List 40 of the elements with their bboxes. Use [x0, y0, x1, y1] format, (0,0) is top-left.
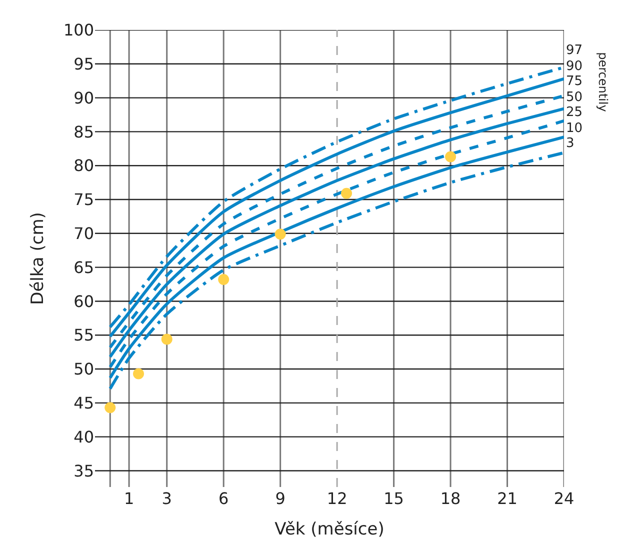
series-label: 75	[566, 74, 583, 89]
x-tick-label: 24	[554, 489, 574, 508]
x-tick-label: 12	[326, 489, 348, 508]
y-tick-label: 100	[63, 20, 94, 40]
y-tick-label: 80	[74, 156, 94, 176]
y-tick-label: 55	[74, 326, 94, 345]
x-tick-label: 18	[440, 489, 461, 508]
point	[341, 188, 352, 199]
y-axis-title: Délka (cm)	[28, 212, 48, 305]
point	[161, 334, 172, 345]
x-tick-label: 15	[384, 489, 404, 508]
point	[104, 402, 116, 414]
x-axis-title: Věk (měsíce)	[274, 519, 384, 540]
series-label: 97	[566, 43, 583, 58]
series-label: 50	[566, 90, 583, 105]
x-tick-label: 21	[497, 489, 518, 508]
series-label: 10	[566, 121, 583, 136]
y-tick-label: 40	[74, 427, 94, 446]
y-tick-label: 75	[74, 190, 94, 210]
point	[274, 228, 286, 240]
y-tick-label: 90	[74, 88, 94, 108]
series-label: 90	[566, 59, 583, 74]
x-tick-label: 9	[275, 489, 286, 508]
y-tick-label: 60	[74, 292, 94, 311]
series-label: 3	[566, 136, 574, 151]
y-tick-label: 45	[74, 394, 94, 413]
point	[445, 151, 456, 162]
series-label: 25	[566, 105, 583, 120]
y-tick-label: 85	[74, 122, 94, 142]
y-tick-label: 50	[74, 360, 94, 379]
y-tick-label: 95	[74, 54, 94, 74]
y-tick-label: 65	[74, 258, 94, 277]
x-tick-label: 6	[218, 489, 229, 508]
point	[218, 274, 230, 286]
x-tick-label: 1	[124, 489, 134, 508]
point	[133, 368, 144, 380]
legend-title: percentily	[596, 52, 610, 112]
x-tick-label: 3	[162, 489, 172, 508]
y-tick-label: 70	[74, 224, 94, 244]
y-tick-label: 35	[74, 461, 94, 480]
